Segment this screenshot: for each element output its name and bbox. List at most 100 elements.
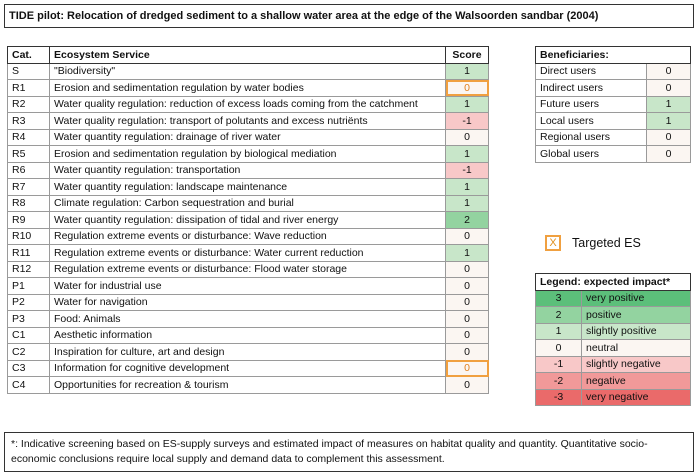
category-cell: R6	[7, 161, 50, 179]
beneficiary-score: 0	[646, 128, 691, 146]
beneficiary-row: Global users 0	[535, 145, 691, 163]
table-header-row: Cat. Ecosystem Service Score	[7, 46, 489, 64]
category-cell: R7	[7, 178, 50, 196]
service-cell: Water quality regulation: reduction of e…	[49, 95, 446, 113]
legend-row: 3 very positive	[535, 289, 691, 307]
category-cell: R4	[7, 128, 50, 146]
service-cell: Regulation extreme events or disturbance…	[49, 227, 446, 245]
column-header-cat: Cat.	[7, 46, 50, 64]
beneficiary-label: Local users	[535, 112, 647, 130]
legend-label: slightly positive	[581, 322, 691, 340]
score-cell: 1	[445, 145, 489, 163]
table-row: R3 Water quality regulation: transport of…	[7, 112, 489, 130]
category-cell: R8	[7, 194, 50, 212]
table-row: R11 Regulation extreme events or disturba…	[7, 244, 489, 262]
score-cell: 0	[445, 326, 489, 344]
beneficiary-score: 1	[646, 112, 691, 130]
table-row: R4 Water quantity regulation: drainage of…	[7, 128, 489, 146]
category-cell: R9	[7, 211, 50, 229]
legend-label: positive	[581, 306, 691, 324]
legend-row: -3 very negative	[535, 388, 691, 406]
score-cell: 1	[445, 95, 489, 113]
category-cell: R3	[7, 112, 50, 130]
beneficiaries-table: Beneficiaries: Direct users 0 Indirect use…	[535, 46, 691, 163]
beneficiary-row: Direct users 0	[535, 62, 691, 80]
score-cell: 0	[445, 277, 489, 295]
targeted-score-cell: 0	[445, 79, 489, 97]
beneficiary-score: 0	[646, 62, 691, 80]
score-cell: 0	[445, 260, 489, 278]
score-cell: 2	[445, 211, 489, 229]
table-row: R5 Erosion and sedimentation regulation b…	[7, 145, 489, 163]
footnote: *: Indicative screening based on ES-supp…	[4, 432, 694, 472]
table-row: R6 Water quantity regulation: transportat…	[7, 161, 489, 179]
legend-label: neutral	[581, 339, 691, 357]
category-cell: R1	[7, 79, 50, 97]
targeted-es-marker: X	[545, 235, 561, 251]
score-cell: 1	[445, 62, 489, 80]
service-cell: Water quantity regulation: landscape mai…	[49, 178, 446, 196]
service-cell: Food: Animals	[49, 310, 446, 328]
legend-header: Legend: expected impact*	[535, 273, 691, 291]
category-cell: P3	[7, 310, 50, 328]
service-cell: Water quantity regulation: drainage of r…	[49, 128, 446, 146]
service-cell: Regulation extreme events or disturbance…	[49, 244, 446, 262]
category-cell: R12	[7, 260, 50, 278]
beneficiary-label: Future users	[535, 95, 647, 113]
table-row: P1 Water for industrial use 0	[7, 277, 489, 295]
legend-row: -1 slightly negative	[535, 355, 691, 373]
legend-row: 1 slightly positive	[535, 322, 691, 340]
table-row: R2 Water quality regulation: reduction of…	[7, 95, 489, 113]
beneficiary-label: Direct users	[535, 62, 647, 80]
score-cell: 0	[445, 343, 489, 361]
beneficiary-row: Indirect users 0	[535, 79, 691, 97]
beneficiary-score: 0	[646, 145, 691, 163]
beneficiary-label: Global users	[535, 145, 647, 163]
service-cell: Inspiration for culture, art and design	[49, 343, 446, 361]
category-cell: S	[7, 62, 50, 80]
score-cell: 0	[445, 293, 489, 311]
legend-row: 0 neutral	[535, 339, 691, 357]
service-cell: Water for industrial use	[49, 277, 446, 295]
service-cell: Water quality regulation: transport of p…	[49, 112, 446, 130]
beneficiary-row: Future users 1	[535, 95, 691, 113]
table-row: C3 Information for cognitive development 0	[7, 359, 489, 377]
score-cell: -1	[445, 112, 489, 130]
table-row: R8 Climate regulation: Carbon sequestrati…	[7, 194, 489, 212]
legend-row: 2 positive	[535, 306, 691, 324]
legend-score: -1	[535, 355, 582, 373]
legend-table: Legend: expected impact* 3 very positive 2…	[535, 273, 691, 406]
column-header-score: Score	[445, 46, 489, 64]
category-cell: C1	[7, 326, 50, 344]
service-cell: Water for navigation	[49, 293, 446, 311]
legend-score: -3	[535, 388, 582, 406]
beneficiary-row: Local users 1	[535, 112, 691, 130]
legend-score: 3	[535, 289, 582, 307]
table-row: P2 Water for navigation 0	[7, 293, 489, 311]
service-cell: Information for cognitive development	[49, 359, 446, 377]
beneficiary-label: Regional users	[535, 128, 647, 146]
score-cell: 0	[445, 128, 489, 146]
beneficiary-score: 0	[646, 79, 691, 97]
table-row: S "Biodiversity" 1	[7, 62, 489, 80]
service-cell: Regulation extreme events or disturbance…	[49, 260, 446, 278]
legend-score: -2	[535, 372, 582, 390]
targeted-es-label: Targeted ES	[572, 236, 641, 250]
service-cell: "Biodiversity"	[49, 62, 446, 80]
targeted-score-cell: 0	[445, 359, 489, 377]
legend-score: 1	[535, 322, 582, 340]
category-cell: P1	[7, 277, 50, 295]
score-cell: 1	[445, 178, 489, 196]
score-cell: 0	[445, 310, 489, 328]
table-row: R1 Erosion and sedimentation regulation b…	[7, 79, 489, 97]
legend-score: 0	[535, 339, 582, 357]
beneficiary-row: Regional users 0	[535, 128, 691, 146]
table-row: P3 Food: Animals 0	[7, 310, 489, 328]
legend-label: very positive	[581, 289, 691, 307]
score-cell: -1	[445, 161, 489, 179]
beneficiaries-header: Beneficiaries:	[535, 46, 691, 64]
table-row: C4 Opportunities for recreation & tourism…	[7, 376, 489, 394]
table-row: R12 Regulation extreme events or disturba…	[7, 260, 489, 278]
category-cell: P2	[7, 293, 50, 311]
table-row: C2 Inspiration for culture, art and desig…	[7, 343, 489, 361]
